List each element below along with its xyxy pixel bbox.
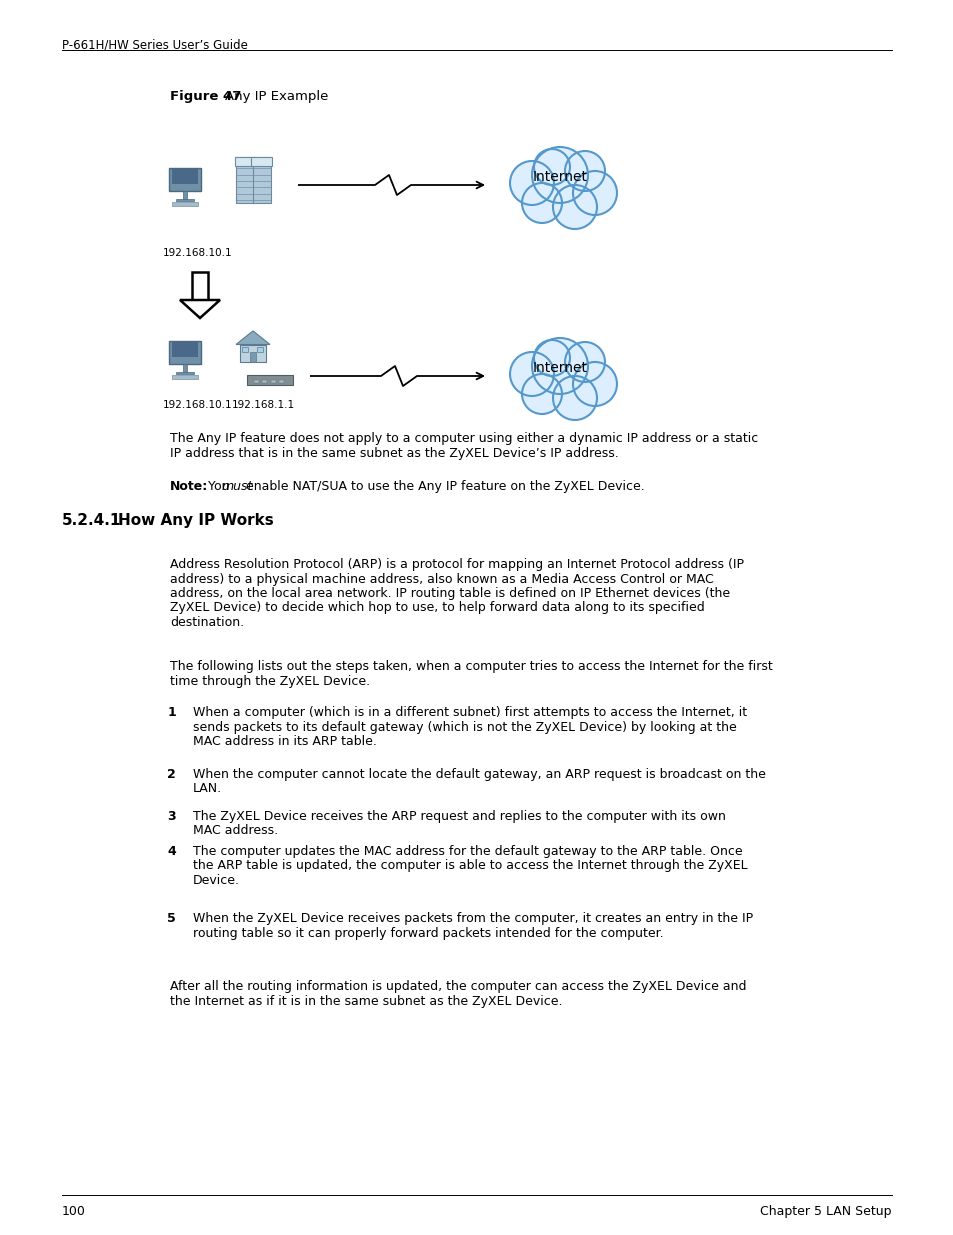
- Text: Any IP Example: Any IP Example: [225, 90, 328, 103]
- Bar: [236, 157, 254, 204]
- Bar: [257, 347, 263, 352]
- Bar: [183, 191, 187, 199]
- Bar: [192, 272, 208, 300]
- Circle shape: [534, 149, 569, 185]
- Text: When the ZyXEL Device receives packets from the computer, it creates an entry in: When the ZyXEL Device receives packets f…: [193, 911, 752, 925]
- Text: 4: 4: [167, 845, 175, 858]
- Text: sends packets to its default gateway (which is not the ZyXEL Device) by looking : sends packets to its default gateway (wh…: [193, 720, 736, 734]
- Bar: [242, 347, 248, 352]
- Text: When a computer (which is in a different subnet) first attempts to access the In: When a computer (which is in a different…: [193, 706, 746, 719]
- FancyBboxPatch shape: [169, 168, 201, 191]
- Text: address, on the local area network. IP routing table is defined on IP Ethernet d: address, on the local area network. IP r…: [170, 587, 729, 600]
- Text: enable NAT/SUA to use the Any IP feature on the ZyXEL Device.: enable NAT/SUA to use the Any IP feature…: [242, 480, 644, 493]
- Text: IP address that is in the same subnet as the ZyXEL Device’s IP address.: IP address that is in the same subnet as…: [170, 447, 618, 459]
- Text: Note:: Note:: [170, 480, 208, 493]
- Circle shape: [510, 352, 554, 396]
- Text: How Any IP Works: How Any IP Works: [118, 513, 274, 529]
- Text: The Any IP feature does not apply to a computer using either a dynamic IP addres: The Any IP feature does not apply to a c…: [170, 432, 758, 445]
- Bar: [175, 199, 193, 201]
- Text: 3: 3: [167, 810, 175, 823]
- Bar: [262, 380, 267, 383]
- Circle shape: [573, 170, 617, 215]
- Text: LAN.: LAN.: [193, 783, 222, 795]
- Circle shape: [534, 340, 569, 375]
- Circle shape: [564, 151, 604, 191]
- Text: 5: 5: [167, 911, 175, 925]
- Bar: [172, 375, 197, 379]
- Circle shape: [573, 362, 617, 406]
- Polygon shape: [180, 300, 220, 317]
- Text: You: You: [204, 480, 233, 493]
- Text: routing table so it can properly forward packets intended for the computer.: routing table so it can properly forward…: [193, 926, 663, 940]
- Bar: [250, 352, 256, 362]
- Text: 2: 2: [167, 768, 175, 781]
- Bar: [172, 341, 197, 357]
- Bar: [247, 374, 293, 385]
- Bar: [183, 364, 187, 372]
- Text: Internet: Internet: [532, 361, 587, 375]
- Text: address) to a physical machine address, also known as a Media Access Control or : address) to a physical machine address, …: [170, 573, 713, 585]
- Text: 192.168.10.1: 192.168.10.1: [163, 248, 233, 258]
- Text: MAC address.: MAC address.: [193, 825, 278, 837]
- Bar: [172, 168, 197, 184]
- Text: Address Resolution Protocol (ARP) is a protocol for mapping an Internet Protocol: Address Resolution Protocol (ARP) is a p…: [170, 558, 743, 571]
- Circle shape: [553, 185, 597, 228]
- Text: The computer updates the MAC address for the default gateway to the ARP table. O: The computer updates the MAC address for…: [193, 845, 741, 858]
- Text: 100: 100: [62, 1205, 86, 1218]
- Bar: [271, 380, 275, 383]
- Text: ZyXEL Device) to decide which hop to use, to help forward data along to its spec: ZyXEL Device) to decide which hop to use…: [170, 601, 704, 615]
- Text: The following lists out the steps taken, when a computer tries to access the Int: The following lists out the steps taken,…: [170, 659, 772, 673]
- Circle shape: [521, 183, 561, 224]
- Circle shape: [564, 342, 604, 382]
- Circle shape: [510, 161, 554, 205]
- Text: Figure 47: Figure 47: [170, 90, 241, 103]
- Text: When the computer cannot locate the default gateway, an ARP request is broadcast: When the computer cannot locate the defa…: [193, 768, 765, 781]
- Circle shape: [553, 375, 597, 420]
- Text: Device.: Device.: [193, 874, 240, 887]
- Bar: [172, 203, 197, 206]
- Text: must: must: [222, 480, 253, 493]
- Text: destination.: destination.: [170, 616, 244, 629]
- Text: time through the ZyXEL Device.: time through the ZyXEL Device.: [170, 674, 370, 688]
- Bar: [279, 380, 284, 383]
- Bar: [253, 380, 258, 383]
- Circle shape: [532, 338, 587, 394]
- Bar: [251, 157, 273, 165]
- Text: Internet: Internet: [532, 170, 587, 184]
- FancyBboxPatch shape: [169, 341, 201, 364]
- Text: P-661H/HW Series User’s Guide: P-661H/HW Series User’s Guide: [62, 38, 248, 51]
- Polygon shape: [235, 331, 270, 345]
- Bar: [240, 345, 266, 362]
- Circle shape: [521, 374, 561, 414]
- Text: 192.168.10.1: 192.168.10.1: [163, 400, 233, 410]
- Text: 192.168.1.1: 192.168.1.1: [232, 400, 294, 410]
- Text: 1: 1: [167, 706, 175, 719]
- Text: Chapter 5 LAN Setup: Chapter 5 LAN Setup: [760, 1205, 891, 1218]
- Circle shape: [532, 147, 587, 203]
- Bar: [175, 372, 193, 374]
- Bar: [234, 157, 256, 165]
- Text: The ZyXEL Device receives the ARP request and replies to the computer with its o: The ZyXEL Device receives the ARP reques…: [193, 810, 725, 823]
- Text: 5.2.4.1: 5.2.4.1: [62, 513, 121, 529]
- Text: MAC address in its ARP table.: MAC address in its ARP table.: [193, 735, 376, 748]
- Text: After all the routing information is updated, the computer can access the ZyXEL : After all the routing information is upd…: [170, 981, 745, 993]
- Text: the ARP table is updated, the computer is able to access the Internet through th: the ARP table is updated, the computer i…: [193, 860, 747, 872]
- Text: the Internet as if it is in the same subnet as the ZyXEL Device.: the Internet as if it is in the same sub…: [170, 994, 562, 1008]
- Bar: [253, 157, 271, 204]
